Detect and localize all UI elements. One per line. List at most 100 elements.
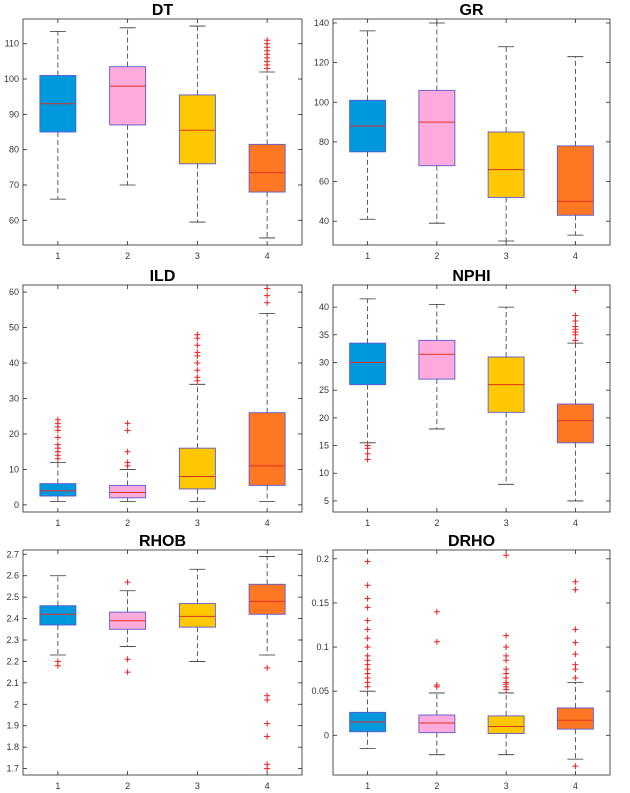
x-tick-label: 3 (504, 518, 509, 528)
x-tick-label: 1 (365, 781, 370, 791)
outlier-point (433, 682, 440, 688)
y-tick-label: 1.8 (6, 742, 19, 752)
box-group-2 (109, 579, 147, 676)
outlier-point (124, 427, 131, 434)
y-tick-label: 40 (319, 216, 329, 226)
box-group-1 (349, 30, 387, 220)
y-tick-label: 2.3 (6, 635, 19, 645)
y-tick-label: 0 (14, 500, 19, 510)
axes-frame (332, 549, 611, 776)
outlier-point (364, 635, 371, 642)
x-tick-label: 4 (265, 251, 270, 261)
outlier-point (194, 374, 201, 381)
outlier-point (503, 552, 510, 559)
box (487, 131, 525, 198)
box-group-3 (178, 568, 216, 662)
x-tick-label: 2 (125, 781, 130, 791)
box-group-4 (248, 285, 286, 502)
box (556, 707, 594, 730)
outlier-point (264, 664, 271, 671)
box (248, 143, 286, 193)
y-tick-label: 0 (324, 730, 329, 740)
box-group-3 (178, 331, 216, 502)
outlier-point (54, 416, 61, 423)
outlier-point (364, 442, 371, 449)
outlier-point (503, 632, 510, 639)
outlier-point (124, 459, 131, 466)
y-tick-label: 35 (319, 330, 329, 340)
box (109, 66, 147, 126)
outlier-point (364, 582, 371, 589)
outlier-point (54, 658, 61, 665)
outlier-point (264, 299, 271, 306)
y-tick-label: 0.1 (316, 642, 329, 652)
outlier-point (364, 456, 371, 463)
box-group-4 (556, 56, 594, 236)
outlier-point (264, 761, 271, 768)
chart-title: NPHI (452, 268, 490, 285)
y-tick-label: 30 (9, 394, 19, 404)
y-tick-label: 100 (4, 74, 19, 84)
box (178, 447, 216, 490)
outlier-point (572, 651, 579, 658)
outlier-point (572, 763, 579, 770)
box (418, 89, 456, 167)
y-tick-label: 20 (9, 429, 19, 439)
y-tick-label: 2 (14, 699, 19, 709)
y-tick-label: 0.05 (311, 686, 329, 696)
outlier-point (433, 638, 440, 645)
box (39, 605, 77, 626)
outlier-point (264, 720, 271, 727)
outlier-point (364, 626, 371, 633)
panel-dt: DT 60 70 80 90 100 110 1 2 3 4 (4, 2, 303, 261)
outlier-point (572, 661, 579, 668)
box (109, 484, 147, 499)
box (248, 583, 286, 615)
outlier-point (364, 652, 371, 659)
box (178, 94, 216, 165)
outlier-point (364, 644, 371, 651)
chart-title: DRHO (448, 533, 495, 550)
box-group-3 (487, 46, 525, 242)
y-tick-label: 60 (319, 177, 329, 187)
x-tick-label: 1 (55, 518, 60, 528)
box-group-2 (418, 608, 456, 756)
box-group-2 (109, 420, 147, 502)
x-tick-label: 2 (434, 518, 439, 528)
outlier-point (194, 360, 201, 367)
y-tick-label: 100 (314, 97, 329, 107)
y-tick-label: 80 (319, 137, 329, 147)
y-tick-label: 5 (324, 496, 329, 506)
x-tick-label: 1 (365, 251, 370, 261)
outlier-point (264, 292, 271, 299)
x-tick-label: 1 (55, 251, 60, 261)
outlier-point (264, 692, 271, 699)
outlier-point (364, 558, 371, 565)
outlier-point (572, 639, 579, 646)
x-tick-label: 4 (573, 781, 578, 791)
outlier-point (364, 604, 371, 611)
box-group-3 (487, 306, 525, 485)
y-tick-label: 0.15 (311, 598, 329, 608)
x-tick-label: 3 (504, 781, 509, 791)
outlier-point (124, 656, 131, 663)
x-tick-label: 4 (573, 251, 578, 261)
outlier-point (54, 441, 61, 448)
box-group-3 (487, 552, 525, 756)
y-tick-label: 0.2 (316, 554, 329, 564)
y-tick-label: 2.7 (6, 549, 19, 559)
outlier-point (194, 331, 201, 338)
y-tick-label: 1.7 (6, 764, 19, 774)
y-tick-label: 25 (319, 385, 329, 395)
outlier-point (572, 317, 579, 324)
x-tick-label: 1 (55, 781, 60, 791)
x-tick-label: 3 (195, 518, 200, 528)
y-tick-label: 140 (314, 18, 329, 28)
y-tick-label: 2.4 (6, 614, 19, 624)
y-tick-label: 120 (314, 58, 329, 68)
box (556, 403, 594, 444)
y-tick-label: 90 (9, 109, 19, 119)
axes-frame (22, 549, 303, 776)
outlier-point (572, 578, 579, 585)
panel-drho: DRHO 0 0.05 0.1 0.15 0.2 1 2 3 4 (311, 533, 611, 791)
